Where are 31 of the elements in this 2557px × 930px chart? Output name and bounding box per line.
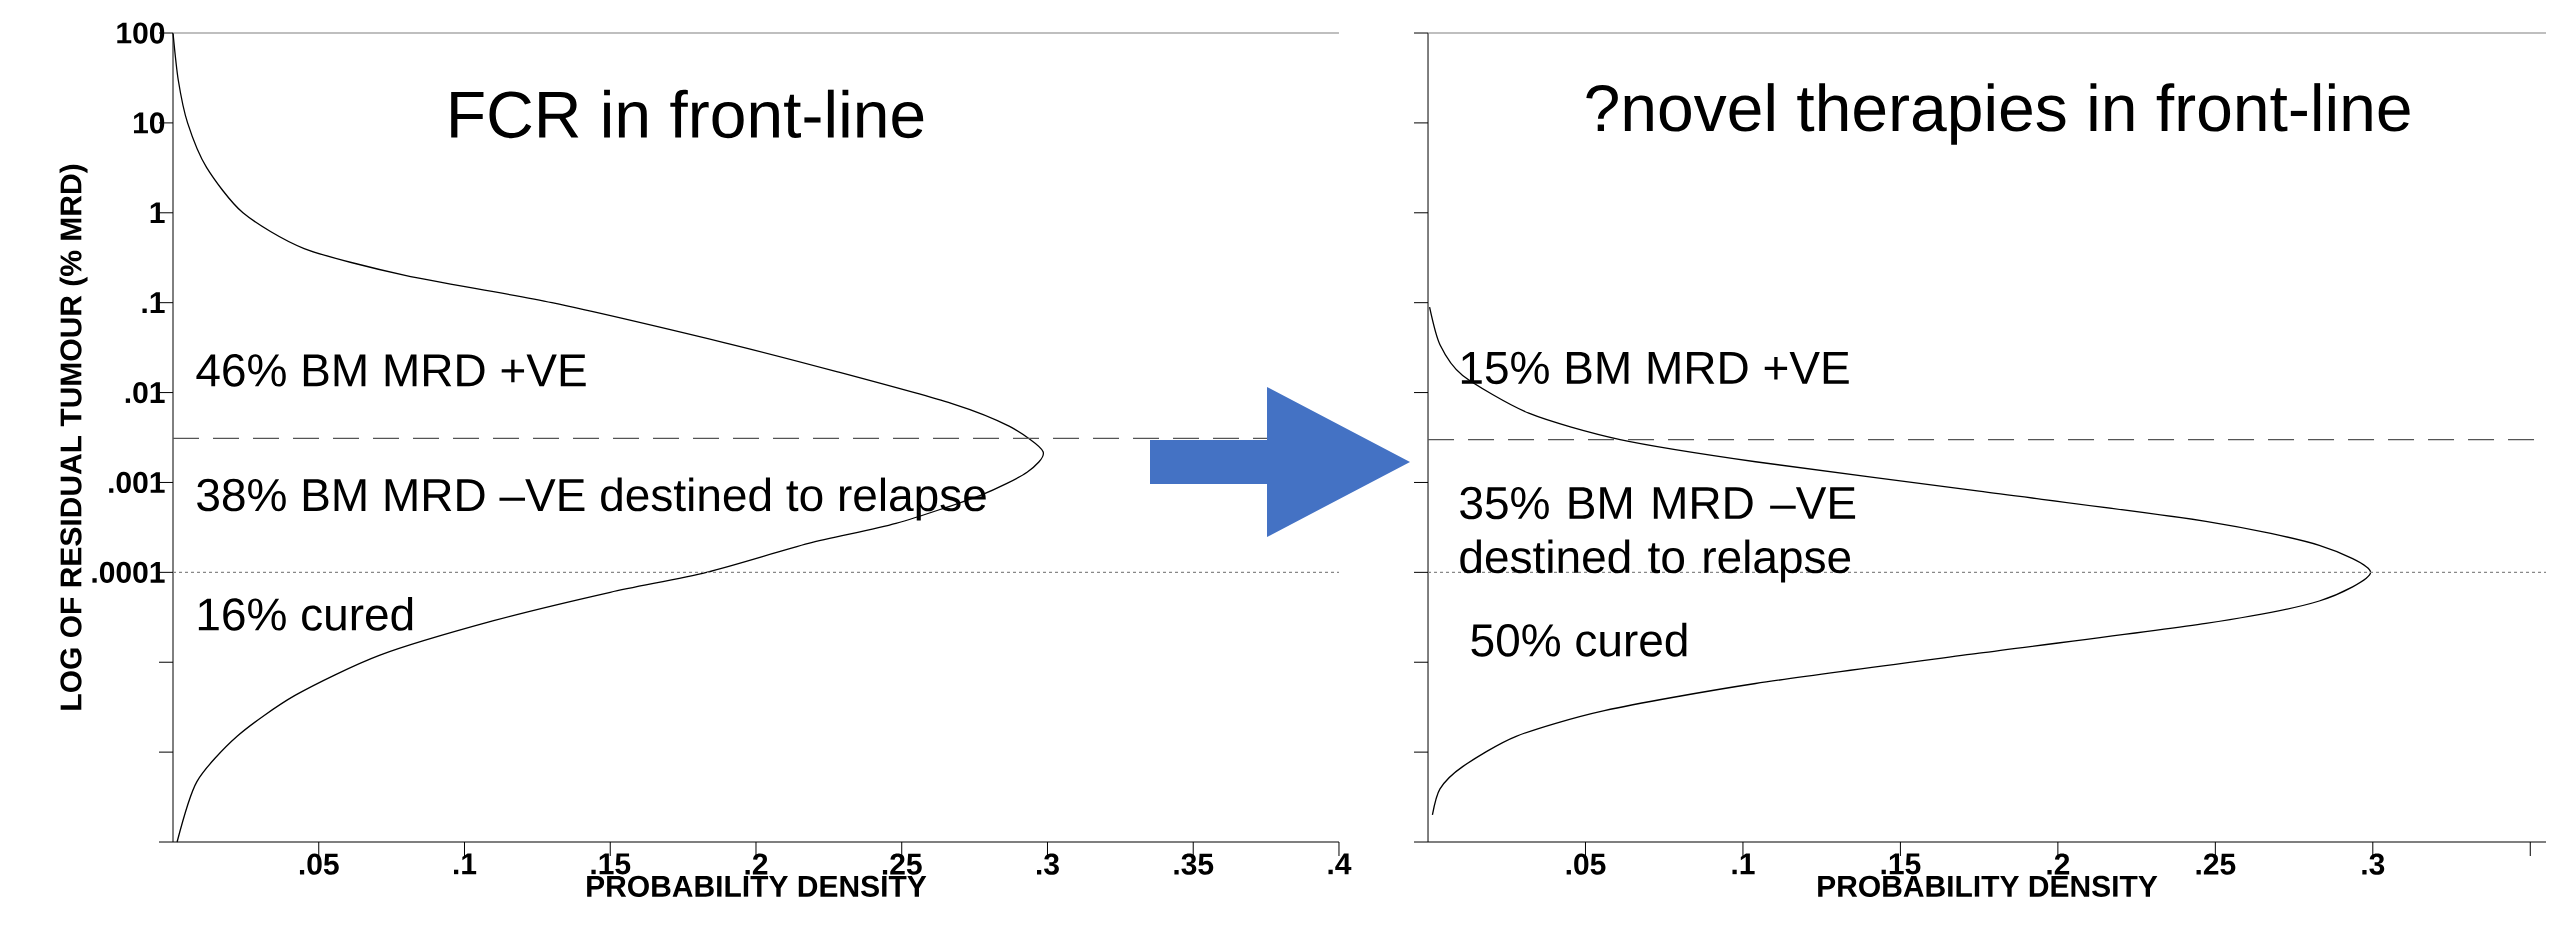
y-axis-title: LOG OF RESIDUAL TUMOUR (% MRD) [59,164,88,710]
y-tick-label: 10 [133,112,165,134]
x-tick-label: .35 [1174,853,1214,875]
x-tick-label: .1 [1732,853,1755,875]
x-tick-label: .4 [1328,853,1352,875]
annotation: 50% cured [1471,622,1687,657]
text: ?novel therapies in front-line [1586,83,2410,145]
annotation: 35% BM MRD –VE destined to relapse [1460,486,1856,583]
y-tick-label: .001 [109,471,165,494]
annotation: 15% BM MRD +VE [1461,351,1849,385]
text: FCR in front-line [451,89,924,139]
y-tick-label: 100 [117,22,165,44]
x-tick-label: .05 [299,853,339,875]
x-tick-label: .2 [745,853,768,875]
x-tick-label: .15 [1881,853,1921,875]
x-tick-label: .25 [2196,853,2236,875]
x-axis-title: PROBABILITY DENSITY [1818,875,2158,897]
y-tick-label: .0001 [92,561,165,583]
annotation: 46% BM MRD +VE [196,354,586,387]
y-tick-label: .1 [142,292,165,313]
x-tick-label: .25 [882,853,922,875]
x-tick-label: .3 [2362,853,2385,875]
y-tick-label: 1 [150,202,165,224]
x-tick-label: .05 [1566,853,1606,875]
x-tick-label: .1 [454,853,477,875]
annotation: 16% cured [198,596,413,631]
x-tick-label: .15 [591,853,631,875]
x-tick-label: .3 [1037,853,1059,875]
x-axis-title: PROBABILITY DENSITY [587,875,927,897]
y-tick-label: .01 [125,381,165,404]
x-tick-label: .2 [2047,853,2070,875]
